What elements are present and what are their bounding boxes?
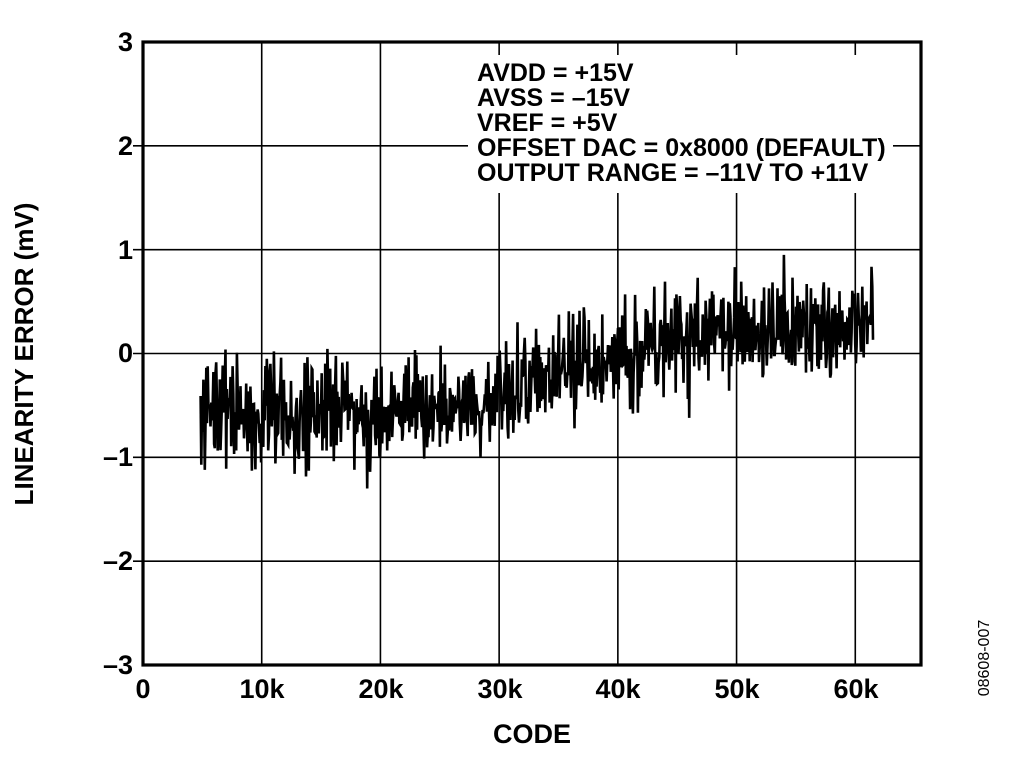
test-conditions-annotation: AVDD = +15V AVSS = –15V VREF = +5V OFFSE… bbox=[468, 55, 893, 193]
x-tick-label-40k: 40k bbox=[595, 674, 641, 704]
x-tick-label-20k: 20k bbox=[358, 674, 404, 704]
x-tick-label-0: 0 bbox=[135, 674, 151, 704]
annotation-line-avdd: AVDD = +15V bbox=[477, 59, 634, 87]
figure-number: 08608-007 bbox=[976, 619, 993, 697]
x-tick-label-10k: 10k bbox=[239, 674, 285, 704]
x-tick-label-50k: 50k bbox=[714, 674, 760, 704]
y-axis-title: LINEARITY ERROR (mV) bbox=[9, 202, 39, 506]
annotation-line-vref: VREF = +5V bbox=[477, 108, 618, 137]
y-tick-label-2: 2 bbox=[117, 131, 133, 161]
y-tick-label-0: 0 bbox=[117, 338, 133, 368]
y-tick-label-3: 3 bbox=[117, 27, 133, 57]
x-tick-label-60k: 60k bbox=[833, 674, 879, 704]
y-tick-label-neg3: –3 bbox=[102, 650, 133, 680]
x-tick-label-30k: 30k bbox=[477, 674, 523, 704]
y-tick-label-1: 1 bbox=[117, 235, 133, 265]
x-axis-title: CODE bbox=[492, 719, 571, 749]
annotation-line-output-range: OUTPUT RANGE = –11V TO +11V bbox=[477, 158, 869, 187]
annotation-line-offset-dac: OFFSET DAC = 0x8000 (DEFAULT) bbox=[477, 133, 886, 162]
y-tick-label-neg1: –1 bbox=[102, 442, 133, 472]
y-tick-label-neg2: –2 bbox=[102, 546, 133, 576]
annotation-line-avss: AVSS = –15V bbox=[477, 83, 631, 112]
